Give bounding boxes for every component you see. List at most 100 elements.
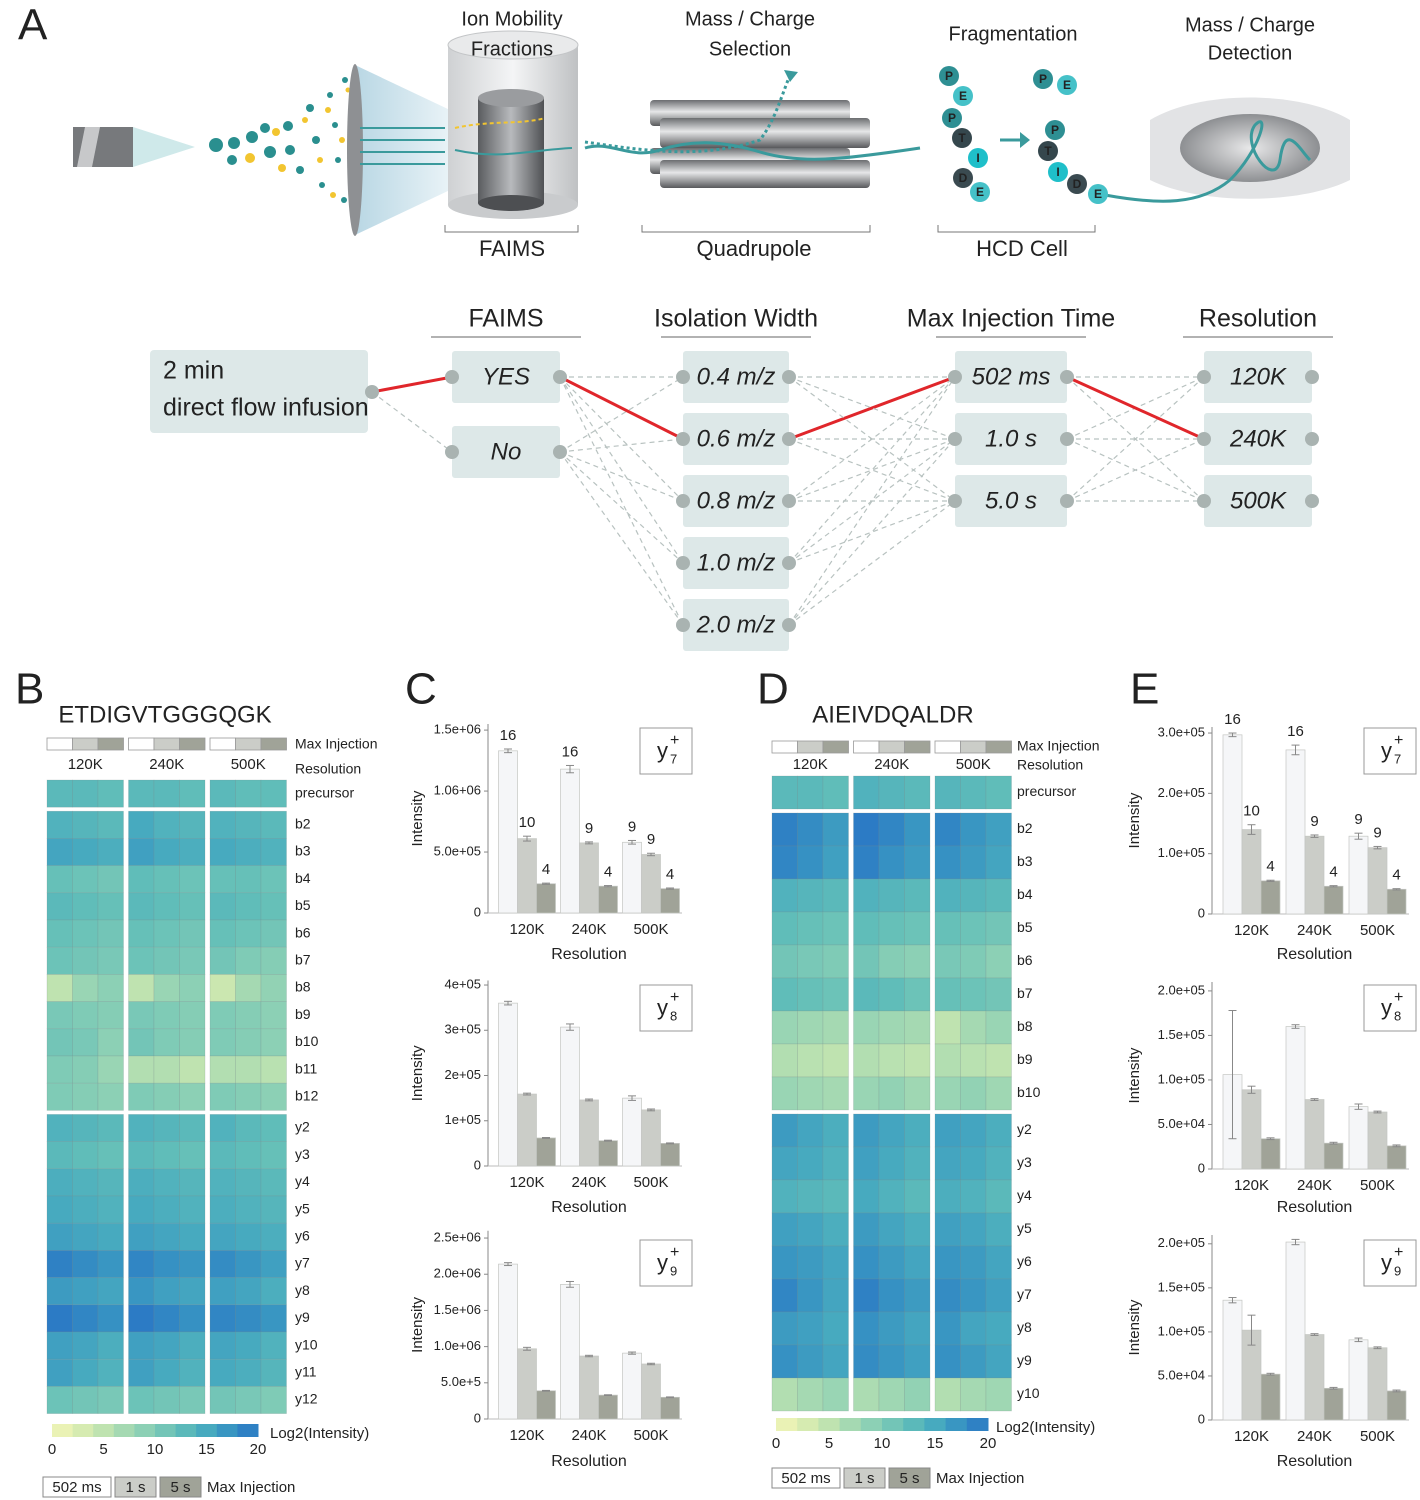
x-tick-label: 240K bbox=[571, 921, 606, 938]
connection bbox=[559, 376, 684, 453]
colorbar-step bbox=[93, 1424, 115, 1437]
option-label: 5.0 s bbox=[985, 487, 1037, 514]
heat-cell bbox=[822, 1212, 849, 1247]
y-tick-label: 0 bbox=[474, 1157, 481, 1172]
legend-swatch bbox=[771, 1467, 841, 1489]
heat-cell bbox=[904, 1113, 931, 1148]
faims-inner bbox=[478, 98, 544, 203]
heat-cell bbox=[153, 1028, 180, 1057]
heat-cell bbox=[235, 1114, 262, 1142]
option-node bbox=[1204, 413, 1312, 465]
heat-cell bbox=[128, 892, 155, 921]
residue-letter: P bbox=[1039, 72, 1047, 86]
heat-cell bbox=[128, 1250, 155, 1278]
title-index: 9 bbox=[670, 1263, 677, 1278]
heat-cell bbox=[934, 1179, 961, 1214]
heat-cell bbox=[878, 812, 905, 847]
heat-cell bbox=[934, 878, 961, 913]
heat-cell bbox=[235, 1358, 262, 1387]
heat-cell bbox=[46, 892, 73, 921]
heat-cell bbox=[209, 1386, 236, 1414]
heat-cell bbox=[822, 1245, 849, 1280]
title-ion: y bbox=[1381, 1250, 1392, 1275]
heat-cell bbox=[904, 1146, 931, 1181]
heat-cell bbox=[960, 944, 987, 979]
bar bbox=[498, 1263, 518, 1420]
colorbar-step bbox=[196, 1424, 218, 1437]
heat-cell bbox=[209, 1055, 236, 1084]
heat-cell bbox=[179, 919, 206, 948]
heat-cell bbox=[260, 1277, 287, 1306]
bar bbox=[498, 1002, 518, 1167]
row-label: y4 bbox=[295, 1173, 310, 1189]
heat-cell bbox=[934, 1212, 961, 1247]
max-injection-swatch bbox=[179, 737, 206, 751]
heat-cell bbox=[128, 1331, 155, 1360]
heat-cell bbox=[822, 1278, 849, 1313]
heat-cell bbox=[128, 1055, 155, 1084]
x-axis-label: Resolution bbox=[1277, 1199, 1353, 1216]
heat-cell bbox=[985, 1344, 1012, 1379]
heat-cell bbox=[97, 838, 124, 866]
bar bbox=[1304, 1099, 1325, 1170]
heat-cell bbox=[934, 911, 961, 946]
colorbar-tick-label: 20 bbox=[250, 1441, 267, 1458]
heat-cell bbox=[209, 1001, 236, 1030]
row-label: y10 bbox=[1017, 1385, 1040, 1401]
option-node bbox=[683, 599, 789, 651]
heat-cell bbox=[209, 892, 236, 921]
heat-cell bbox=[822, 977, 849, 1012]
y-axis-label: Intensity bbox=[1126, 1299, 1143, 1355]
heat-cell bbox=[904, 1043, 931, 1078]
heat-cell bbox=[771, 1278, 798, 1313]
x-tick-label: 120K bbox=[1234, 1428, 1269, 1445]
option-node bbox=[452, 426, 560, 478]
row-label: precursor bbox=[295, 784, 354, 800]
start-label: direct flow infusion bbox=[163, 394, 369, 422]
heat-cell bbox=[260, 1331, 287, 1360]
bar bbox=[517, 1093, 537, 1167]
stage-part: HCD Cell bbox=[976, 236, 1068, 261]
heat-cell bbox=[985, 812, 1012, 847]
colorbar-step bbox=[860, 1418, 883, 1431]
option-label: 1.0 m/z bbox=[697, 549, 776, 576]
x-tick-label: 240K bbox=[571, 1427, 606, 1444]
heat-cell bbox=[853, 878, 880, 913]
legend-swatch bbox=[888, 1467, 931, 1489]
heat-cell bbox=[878, 878, 905, 913]
bar bbox=[1260, 880, 1281, 915]
title-charge: + bbox=[1394, 732, 1403, 749]
heat-cell bbox=[985, 1010, 1012, 1045]
x-tick-label: 500K bbox=[633, 1174, 668, 1191]
y-tick-label: 2.0e+05 bbox=[1158, 785, 1205, 800]
heat-cell bbox=[985, 1212, 1012, 1247]
row-label: b9 bbox=[1017, 1051, 1033, 1067]
bar bbox=[660, 1143, 680, 1167]
connector bbox=[1060, 370, 1074, 384]
heat-cell bbox=[179, 974, 206, 1002]
colorbar-tick-label: 10 bbox=[147, 1441, 164, 1458]
heat-cell bbox=[934, 944, 961, 979]
heat-cell bbox=[797, 845, 824, 880]
heat-cell bbox=[235, 1331, 262, 1360]
residue-letter: T bbox=[1044, 144, 1052, 158]
droplets bbox=[209, 77, 348, 203]
title-box bbox=[1363, 727, 1417, 775]
heat-cell bbox=[822, 878, 849, 913]
bar bbox=[598, 1394, 618, 1420]
x-tick-label: 500K bbox=[1360, 1177, 1395, 1194]
heat-cell bbox=[209, 919, 236, 948]
heat-cell bbox=[878, 1146, 905, 1181]
y-tick-label: 1.0e+06 bbox=[434, 1338, 481, 1353]
heat-cell bbox=[179, 1358, 206, 1387]
heat-cell bbox=[260, 1082, 287, 1111]
selected-connection bbox=[788, 375, 956, 441]
row-label: b4 bbox=[295, 870, 311, 886]
y-tick-label: 4e+05 bbox=[444, 976, 481, 991]
heat-cell bbox=[209, 1222, 236, 1251]
heat-cell bbox=[260, 919, 287, 948]
heatmap: ETDIGVTGGGQGK Max Injection Resolution 120K… bbox=[42, 701, 377, 1498]
row-label: y7 bbox=[1017, 1286, 1032, 1302]
legend-label: 1 s bbox=[854, 1470, 874, 1487]
heat-cell bbox=[822, 1043, 849, 1078]
